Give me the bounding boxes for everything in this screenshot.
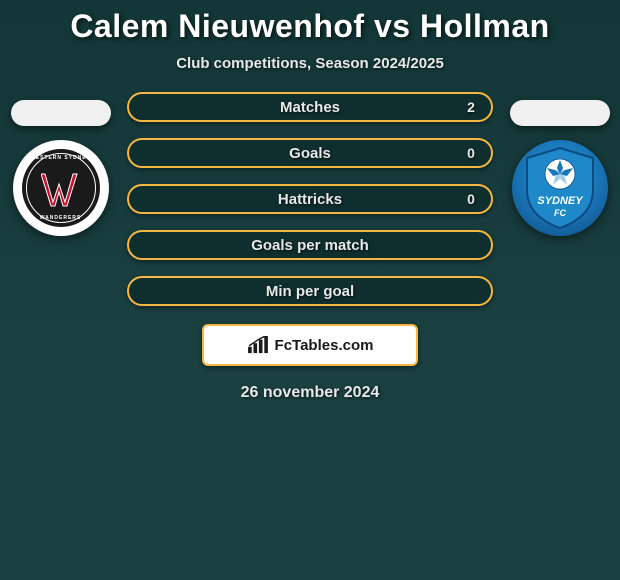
- club-badge-right: SYDNEY FC: [512, 140, 608, 236]
- club-badge-left-logo: [41, 168, 81, 208]
- page-subtitle: Club competitions, Season 2024/2025: [176, 55, 444, 72]
- stat-label: Matches: [129, 99, 491, 116]
- player-right-photo: [510, 100, 610, 126]
- player-right-column: SYDNEY FC: [507, 100, 612, 236]
- stat-row-min-per-goal: Min per goal: [127, 276, 493, 306]
- brand-footer-box[interactable]: FcTables.com: [202, 324, 418, 366]
- stat-label: Goals per match: [129, 237, 491, 254]
- stat-label: Min per goal: [129, 283, 491, 300]
- stat-right-value: 0: [465, 191, 477, 207]
- stat-right-value: 0: [465, 145, 477, 161]
- page-title: Calem Nieuwenhof vs Hollman: [70, 8, 549, 45]
- club-badge-right-shield: SYDNEY FC: [523, 146, 597, 230]
- stat-right-value: 2: [465, 99, 477, 115]
- club-badge-left-bottom-text: WANDERERS: [40, 215, 82, 221]
- player-left-photo: [11, 100, 111, 126]
- stat-row-goals-per-match: Goals per match: [127, 230, 493, 260]
- main-area: WESTERN SYDNEY WANDERERS Matches 2: [0, 100, 620, 306]
- stat-label: Hattricks: [129, 191, 491, 208]
- comparison-card: Calem Nieuwenhof vs Hollman Club competi…: [0, 0, 620, 402]
- brand-footer-text: FcTables.com: [275, 337, 374, 354]
- bar-chart-icon: [247, 336, 269, 354]
- stats-column: Matches 2 Goals 0 Hattricks 0 Goals per …: [113, 92, 507, 306]
- stat-row-goals: Goals 0: [127, 138, 493, 168]
- stat-row-matches: Matches 2: [127, 92, 493, 122]
- club-badge-right-text: SYDNEY: [537, 195, 584, 207]
- stat-row-hattricks: Hattricks 0: [127, 184, 493, 214]
- player-left-column: WESTERN SYDNEY WANDERERS: [8, 100, 113, 236]
- club-badge-left-top-text: WESTERN SYDNEY: [30, 155, 91, 161]
- svg-text:FC: FC: [554, 208, 566, 218]
- footer-date: 26 november 2024: [241, 384, 380, 402]
- club-badge-left-inner: WESTERN SYDNEY WANDERERS: [22, 149, 100, 227]
- club-badge-left: WESTERN SYDNEY WANDERERS: [13, 140, 109, 236]
- stat-label: Goals: [129, 145, 491, 162]
